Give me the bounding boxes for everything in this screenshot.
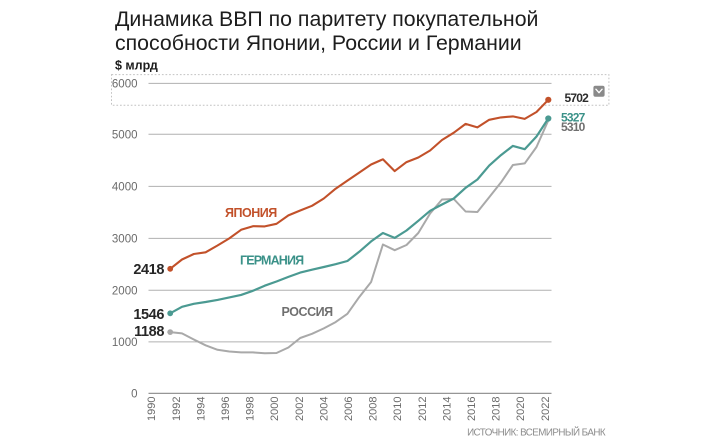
svg-text:2004: 2004 — [318, 397, 330, 421]
svg-text:ГЕРМАНИЯ: ГЕРМАНИЯ — [240, 254, 304, 268]
svg-text:5327: 5327 — [561, 110, 586, 124]
svg-text:1992: 1992 — [171, 397, 183, 421]
svg-text:$ млрд: $ млрд — [115, 59, 158, 73]
svg-text:ЯПОНИЯ: ЯПОНИЯ — [225, 206, 277, 220]
svg-text:2016: 2016 — [466, 397, 478, 421]
svg-text:4000: 4000 — [112, 182, 138, 194]
svg-text:1000: 1000 — [112, 337, 138, 349]
svg-text:2010: 2010 — [392, 397, 404, 421]
svg-text:5000: 5000 — [112, 129, 138, 141]
svg-text:способности Японии, России и Г: способности Японии, России и Германии — [115, 31, 522, 55]
svg-text:5310: 5310 — [561, 120, 586, 134]
svg-text:2014: 2014 — [441, 397, 453, 421]
svg-text:1990: 1990 — [146, 397, 158, 421]
svg-text:1998: 1998 — [245, 397, 257, 421]
svg-text:3000: 3000 — [112, 234, 138, 246]
svg-text:1546: 1546 — [133, 307, 164, 323]
svg-text:1188: 1188 — [134, 324, 164, 340]
svg-text:2022: 2022 — [540, 397, 552, 421]
svg-text:2012: 2012 — [417, 397, 429, 421]
svg-text:РОССИЯ: РОССИЯ — [282, 305, 334, 319]
svg-text:2000: 2000 — [112, 285, 138, 297]
svg-text:2008: 2008 — [368, 397, 380, 421]
svg-text:ИСТОЧНИК: ВСЕМИРНЫЙ БАНК: ИСТОЧНИК: ВСЕМИРНЫЙ БАНК — [467, 427, 606, 439]
svg-text:2006: 2006 — [343, 397, 355, 421]
svg-text:1994: 1994 — [195, 397, 207, 421]
svg-text:2002: 2002 — [294, 397, 306, 421]
svg-text:2418: 2418 — [133, 262, 164, 278]
svg-text:2000: 2000 — [269, 397, 281, 421]
svg-text:6000: 6000 — [112, 79, 138, 91]
svg-text:Динамика ВВП по паритету покуп: Динамика ВВП по паритету покупательной — [115, 7, 538, 31]
svg-text:5702: 5702 — [565, 91, 590, 105]
svg-text:1996: 1996 — [220, 397, 232, 421]
svg-text:2018: 2018 — [491, 397, 503, 421]
svg-text:0: 0 — [131, 388, 137, 400]
svg-text:2020: 2020 — [515, 397, 527, 421]
